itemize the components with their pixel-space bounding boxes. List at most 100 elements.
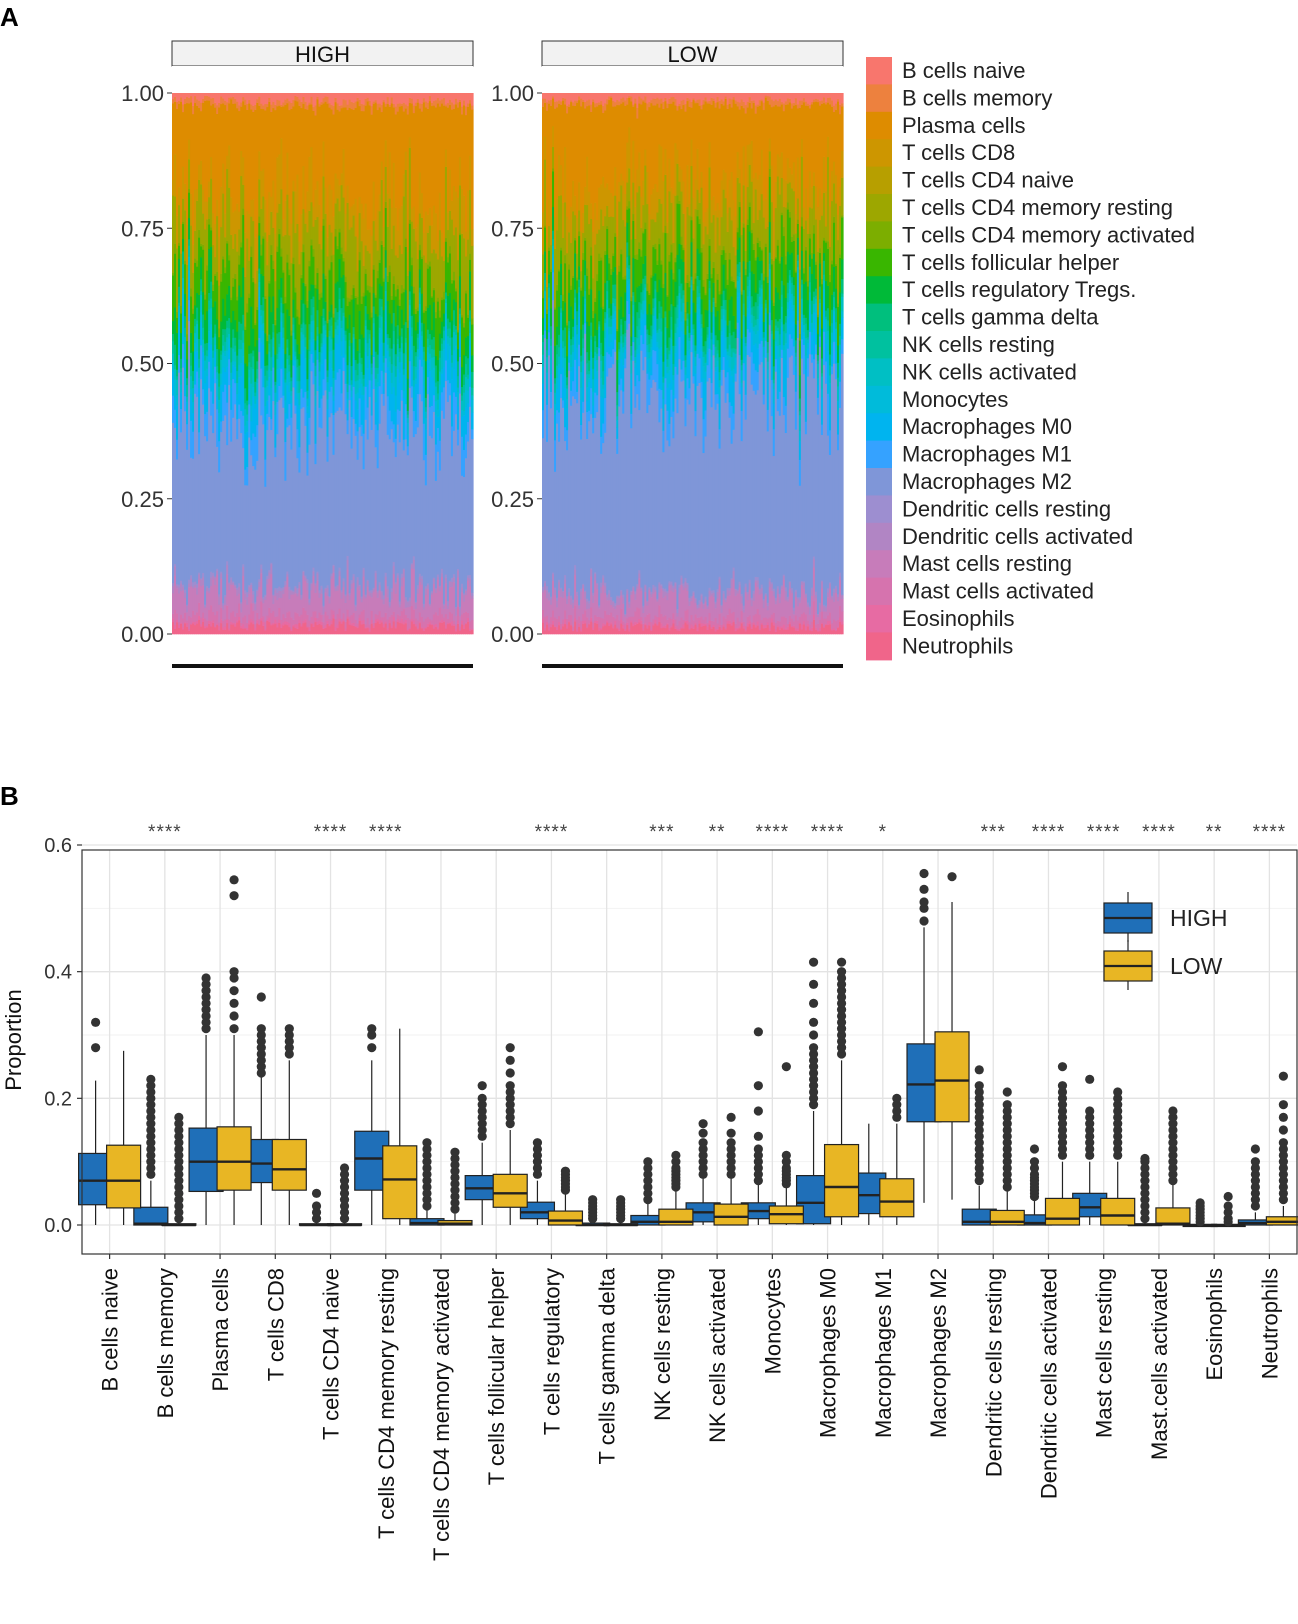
stacked-bar (622, 93, 625, 635)
segment-neutrophils (198, 619, 201, 635)
stacked-bar (370, 93, 374, 635)
segment-t-cells-cd4-memory-resting (184, 210, 187, 261)
segment-macrophages-m0 (692, 352, 696, 377)
segment-macrophages-m0 (330, 368, 334, 387)
segment-dendritic-cells-resting (444, 574, 448, 578)
segment-t-cells-regulatory-tregs (304, 304, 308, 325)
segment-dendritic-cells-resting (652, 584, 655, 589)
segment-dendritic-cells-resting (560, 587, 563, 590)
segment-b-cells-memory (628, 95, 631, 98)
segment-b-cells-naive (596, 93, 599, 104)
segment-macrophages-m0 (582, 365, 585, 402)
segment-dendritic-cells-activated (204, 606, 207, 609)
segment-t-cells-cd8 (422, 232, 426, 256)
segment-b-cells-memory (188, 97, 191, 104)
segment-eosinophils (228, 628, 231, 631)
segment-b-cells-naive (680, 93, 684, 101)
segment-nk-cells-activated (348, 345, 352, 363)
segment-t-cells-cd8 (660, 146, 663, 204)
segment-macrophages-m0 (252, 396, 255, 434)
segment-eosinophils (372, 625, 376, 629)
segment-dendritic-cells-activated (646, 601, 649, 606)
segment-t-cells-cd4-memory-resting (222, 193, 225, 257)
segment-neutrophils (604, 625, 607, 635)
segment-monocytes (228, 338, 231, 349)
segment-monocytes (456, 392, 460, 407)
segment-neutrophils (324, 627, 328, 635)
segment-nk-cells-activated (412, 379, 416, 387)
stacked-bar (330, 93, 334, 635)
segment-t-cells-cd4-memory-activated (426, 264, 430, 269)
segment-nk-cells-activated (370, 373, 374, 381)
segment-t-cells-cd8 (206, 201, 209, 220)
segment-t-cells-follicular-helper (628, 208, 631, 256)
segment-t-cells-cd8 (674, 142, 678, 196)
y-tick-label: 0.00 (121, 622, 164, 647)
segment-t-cells-regulatory-tregs (652, 275, 655, 299)
segment-t-cells-regulatory-tregs (234, 319, 237, 338)
segment-macrophages-m1 (172, 395, 175, 423)
segment-mast-cells-resting (590, 576, 593, 608)
segment-b-cells-memory (178, 100, 181, 104)
segment-neutrophils (286, 624, 289, 635)
segment-macrophages-m2 (224, 415, 227, 596)
segment-mast-cells-resting (270, 573, 273, 614)
segment-monocytes (450, 367, 454, 380)
segment-b-cells-naive (614, 93, 617, 103)
segment-macrophages-m0 (210, 344, 213, 392)
stacked-bar (198, 93, 201, 635)
segment-t-cells-cd8 (364, 203, 368, 246)
segment-macrophages-m1 (654, 350, 657, 383)
segment-eosinophils (184, 622, 187, 624)
segment-mast-cells-activated (320, 614, 324, 622)
segment-b-cells-memory (458, 99, 462, 103)
segment-monocytes (414, 378, 418, 385)
segment-macrophages-m2 (428, 435, 432, 604)
segment-monocytes (366, 367, 370, 386)
facet-strip (541, 40, 844, 67)
stacked-bar (264, 93, 267, 635)
segment-macrophages-m1 (308, 417, 312, 445)
segment-eosinophils (280, 623, 283, 628)
segment-dendritic-cells-resting (234, 584, 237, 586)
segment-mast-cells-resting (660, 588, 663, 614)
stacked-bar (324, 93, 328, 635)
segment-t-cells-follicular-helper (564, 263, 567, 303)
segment-dendritic-cells-resting (690, 595, 694, 599)
segment-dendritic-cells-activated (418, 576, 422, 583)
segment-nk-cells-activated (570, 354, 573, 368)
segment-dendritic-cells-activated (250, 584, 253, 589)
stacked-bar (314, 93, 318, 635)
segment-nk-cells-resting (636, 325, 639, 339)
segment-b-cells-memory (388, 104, 392, 107)
segment-nk-cells-resting (418, 292, 422, 305)
segment-macrophages-m2 (542, 437, 545, 587)
segment-eosinophils (218, 625, 221, 631)
segment-b-cells-naive (258, 93, 261, 97)
segment-plasma-cells (598, 104, 601, 188)
segment-macrophages-m0 (258, 297, 261, 338)
segment-macrophages-m0 (598, 339, 601, 349)
segment-eosinophils (274, 619, 277, 624)
stacked-bar (386, 93, 390, 635)
stacked-bar (550, 93, 553, 635)
segment-t-cells-regulatory-tregs (204, 319, 207, 344)
segment-eosinophils (542, 618, 545, 623)
segment-t-cells-cd4-memory-activated (648, 292, 651, 296)
segment-t-cells-cd4-memory-activated (184, 260, 187, 265)
segment-eosinophils (558, 621, 561, 626)
segment-macrophages-m2 (264, 486, 267, 595)
segment-monocytes (286, 373, 289, 386)
segment-mast-cells-activated (374, 613, 378, 620)
segment-t-cells-cd8 (336, 178, 340, 199)
segment-t-cells-regulatory-tregs (212, 306, 215, 338)
segment-neutrophils (556, 629, 559, 635)
segment-b-cells-memory (220, 96, 223, 105)
segment-t-cells-follicular-helper (280, 256, 283, 279)
segment-dendritic-cells-activated (658, 583, 661, 593)
segment-b-cells-naive (326, 93, 330, 97)
segment-t-cells-cd8 (344, 213, 348, 252)
segment-plasma-cells (274, 109, 277, 234)
segment-t-cells-regulatory-tregs (432, 302, 436, 338)
